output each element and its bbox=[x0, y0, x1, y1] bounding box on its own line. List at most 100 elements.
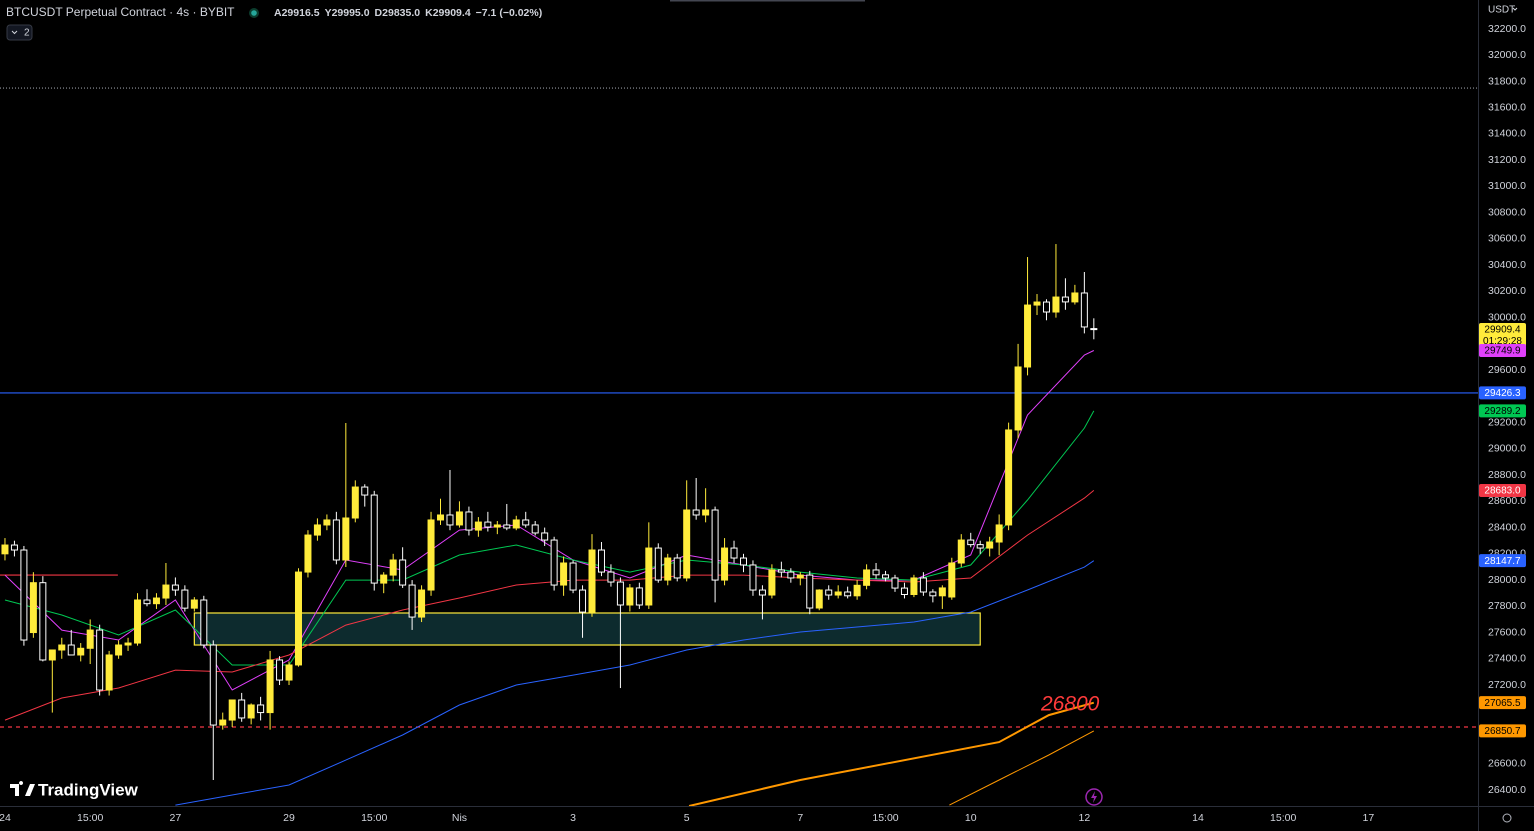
candle-body bbox=[257, 704, 265, 714]
ohlc-change: −7.1 (−0.02%) bbox=[476, 7, 543, 19]
candle-body bbox=[389, 559, 397, 576]
candle-body bbox=[209, 644, 217, 726]
candle-body bbox=[332, 519, 340, 561]
price-label-box bbox=[1479, 323, 1526, 349]
candle-body bbox=[739, 557, 747, 566]
x-tick-label: 15:00 bbox=[872, 812, 898, 824]
candle-body bbox=[361, 486, 369, 496]
candle-body bbox=[588, 549, 596, 613]
candle-body bbox=[408, 584, 416, 618]
candle-body bbox=[162, 584, 170, 599]
candle-body bbox=[645, 547, 653, 606]
candle-body bbox=[1005, 429, 1013, 526]
candle-body bbox=[730, 547, 738, 559]
x-tick-label: 12 bbox=[1079, 812, 1091, 824]
candle-body bbox=[48, 649, 56, 661]
price-label-box bbox=[1479, 483, 1526, 497]
candle-body bbox=[1071, 292, 1079, 303]
candle-body bbox=[1052, 296, 1060, 313]
candle-body bbox=[370, 494, 378, 584]
ohlc-key: Y bbox=[325, 7, 332, 19]
candle-body bbox=[228, 699, 236, 721]
x-tick-label: 15:00 bbox=[361, 812, 387, 824]
candle-body bbox=[522, 519, 530, 526]
y-tick-label: 31000.0 bbox=[1488, 180, 1526, 192]
candle-body bbox=[929, 591, 937, 597]
candle-body bbox=[1014, 366, 1022, 431]
price-label: 27065.5 bbox=[1484, 698, 1521, 709]
candle-body bbox=[882, 574, 890, 579]
candle-body bbox=[919, 577, 927, 593]
logo: TradingView bbox=[10, 780, 139, 799]
price-label: 29426.3 bbox=[1484, 388, 1521, 399]
settings-icon[interactable] bbox=[1502, 813, 1512, 823]
candle-body bbox=[190, 599, 198, 609]
y-tick-label: 27400.0 bbox=[1488, 653, 1526, 665]
candle-body bbox=[1090, 328, 1098, 331]
y-tick-label: 32200.0 bbox=[1488, 23, 1526, 35]
y-tick-label: 30800.0 bbox=[1488, 206, 1526, 218]
candle-body bbox=[427, 519, 435, 591]
candle-body bbox=[171, 584, 179, 591]
event-bolt bbox=[1091, 791, 1097, 803]
countdown: 01:29:28 bbox=[1483, 336, 1522, 347]
y-tick-label: 29600.0 bbox=[1488, 364, 1526, 376]
ohlc-key: A bbox=[274, 7, 282, 19]
candle-body bbox=[455, 511, 463, 526]
candle-body bbox=[711, 509, 719, 581]
y-tick-label: 31200.0 bbox=[1488, 154, 1526, 166]
candle-body bbox=[853, 584, 861, 597]
candle-body bbox=[626, 587, 634, 606]
y-tick-label: 27600.0 bbox=[1488, 626, 1526, 638]
price-label-box bbox=[1479, 404, 1526, 418]
candle-body bbox=[550, 539, 558, 586]
candle-body bbox=[986, 541, 994, 549]
candle-body bbox=[1042, 301, 1050, 313]
candle-body bbox=[39, 582, 47, 661]
indicators-count: 2 bbox=[24, 28, 30, 39]
y-tick-label: 29200.0 bbox=[1488, 416, 1526, 428]
candle-body bbox=[77, 647, 85, 656]
x-tick-label: 10 bbox=[965, 812, 977, 824]
candle-body bbox=[938, 587, 946, 597]
candle-body bbox=[1033, 301, 1041, 306]
symbol-title[interactable]: BTCUSDT Perpetual Contract · 4s · BYBIT bbox=[6, 5, 235, 19]
candle-body bbox=[105, 654, 113, 691]
ma-line bbox=[175, 560, 1095, 806]
x-tick-label: 17 bbox=[1363, 812, 1375, 824]
plot-area: 26800 bbox=[0, 87, 1478, 806]
price-label-box bbox=[1479, 696, 1526, 710]
candle-body bbox=[342, 517, 350, 561]
candle-body bbox=[503, 524, 511, 529]
candle-body bbox=[399, 559, 407, 586]
y-tick-label: 31400.0 bbox=[1488, 128, 1526, 140]
top-handle bbox=[670, 0, 865, 2]
y-tick-label: 29000.0 bbox=[1488, 443, 1526, 455]
candle-body bbox=[446, 514, 454, 526]
candle-body bbox=[787, 571, 795, 579]
candle-body bbox=[238, 699, 246, 719]
candle-body bbox=[1080, 292, 1088, 328]
price-label-box bbox=[1479, 343, 1526, 357]
candle-body bbox=[96, 629, 104, 691]
candle-body bbox=[58, 644, 66, 651]
candle-body bbox=[313, 524, 321, 536]
price-label: 29749.9 bbox=[1484, 346, 1521, 357]
candle-body bbox=[285, 664, 293, 681]
candle-body bbox=[10, 544, 18, 551]
candle-body bbox=[692, 509, 700, 516]
y-tick-label: 28800.0 bbox=[1488, 469, 1526, 481]
indicators-toggle[interactable] bbox=[6, 24, 33, 41]
candle-body bbox=[152, 597, 160, 605]
currency[interactable]: USDT bbox=[1488, 5, 1515, 16]
ohlc-value: 29909.4 bbox=[433, 7, 471, 19]
candle-body bbox=[465, 511, 473, 531]
ma-line bbox=[688, 701, 1095, 806]
candle-body bbox=[143, 599, 151, 605]
ohlc-key: K bbox=[425, 7, 433, 19]
status-dot bbox=[251, 10, 257, 16]
x-tick-label: 15:00 bbox=[1270, 812, 1296, 824]
event-icon[interactable] bbox=[1085, 788, 1103, 806]
